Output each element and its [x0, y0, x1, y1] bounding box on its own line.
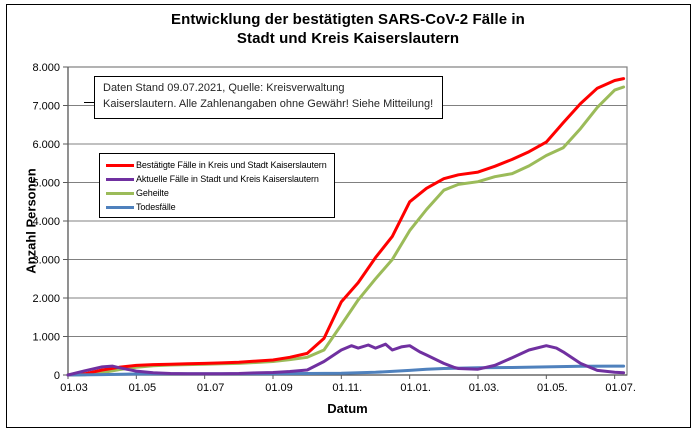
legend-line-purple [106, 177, 134, 181]
series-line-0 [66, 77, 626, 377]
x-tick-label: 01.03 [60, 382, 88, 394]
x-tick-label: 01.01. [400, 382, 431, 394]
annotation-line2: Kaiserslautern. Alle Zahlenangaben ohne … [103, 97, 434, 110]
y-tick-label: 1.000 [32, 332, 60, 344]
chart-title: Entwicklung der bestätigten SARS-CoV-2 F… [0, 11, 696, 49]
legend-item-geheilte: Geheilte [106, 188, 327, 198]
legend-label: Aktuelle Fälle in Stadt und Kreis Kaiser… [136, 174, 319, 184]
y-tick-label: 0 [54, 370, 60, 382]
y-tick-label: 2.000 [32, 293, 60, 305]
legend-label: Geheilte [136, 188, 169, 198]
x-tick-label: 01.07. [605, 382, 636, 394]
y-tick-label: 8.000 [32, 62, 60, 74]
y-tick-label: 7.000 [32, 101, 60, 113]
legend-label: Bestätigte Fälle in Kreis und Stadt Kais… [136, 160, 327, 170]
chart-title-line1: Entwicklung der bestätigten SARS-CoV-2 F… [171, 11, 525, 28]
x-tick-label: 01.11. [332, 382, 362, 394]
legend: Bestätigte Fälle in Kreis und Stadt Kais… [99, 153, 335, 218]
y-tick-label: 4.000 [32, 216, 60, 228]
annotation-leader-line [84, 102, 94, 103]
y-tick-label: 5.000 [32, 178, 60, 190]
x-tick-label: 01.05. [537, 382, 568, 394]
annotation-line1: Daten Stand 09.07.2021, Quelle: Kreisver… [103, 82, 345, 94]
y-tick-label: 3.000 [32, 255, 60, 267]
x-axis-title: Datum [327, 401, 368, 416]
legend-line-blue [106, 205, 134, 209]
x-tick-label: 01.09 [265, 382, 293, 394]
x-tick-label: 01.03. [469, 382, 500, 394]
series-line-1 [66, 342, 626, 377]
data-status-annotation: Daten Stand 09.07.2021, Quelle: Kreisver… [94, 76, 444, 119]
legend-item-bestaetigte-faelle: Bestätigte Fälle in Kreis und Stadt Kais… [106, 160, 327, 170]
legend-item-aktuelle-faelle: Aktuelle Fälle in Stadt und Kreis Kaiser… [106, 174, 327, 184]
legend-item-todesfaelle: Todesfälle [106, 202, 327, 212]
chart-title-line2: Stadt und Kreis Kaiserslautern [236, 29, 460, 47]
legend-line-green [106, 191, 134, 195]
series-line-2 [66, 85, 626, 377]
y-axis-title: Anzahl Personen [23, 168, 39, 274]
legend-line-red [106, 163, 134, 167]
x-tick-label: 01.07 [197, 382, 225, 394]
legend-label: Todesfälle [136, 202, 176, 212]
x-tick-label: 01.05 [129, 382, 157, 394]
y-tick-label: 6.000 [32, 139, 60, 151]
